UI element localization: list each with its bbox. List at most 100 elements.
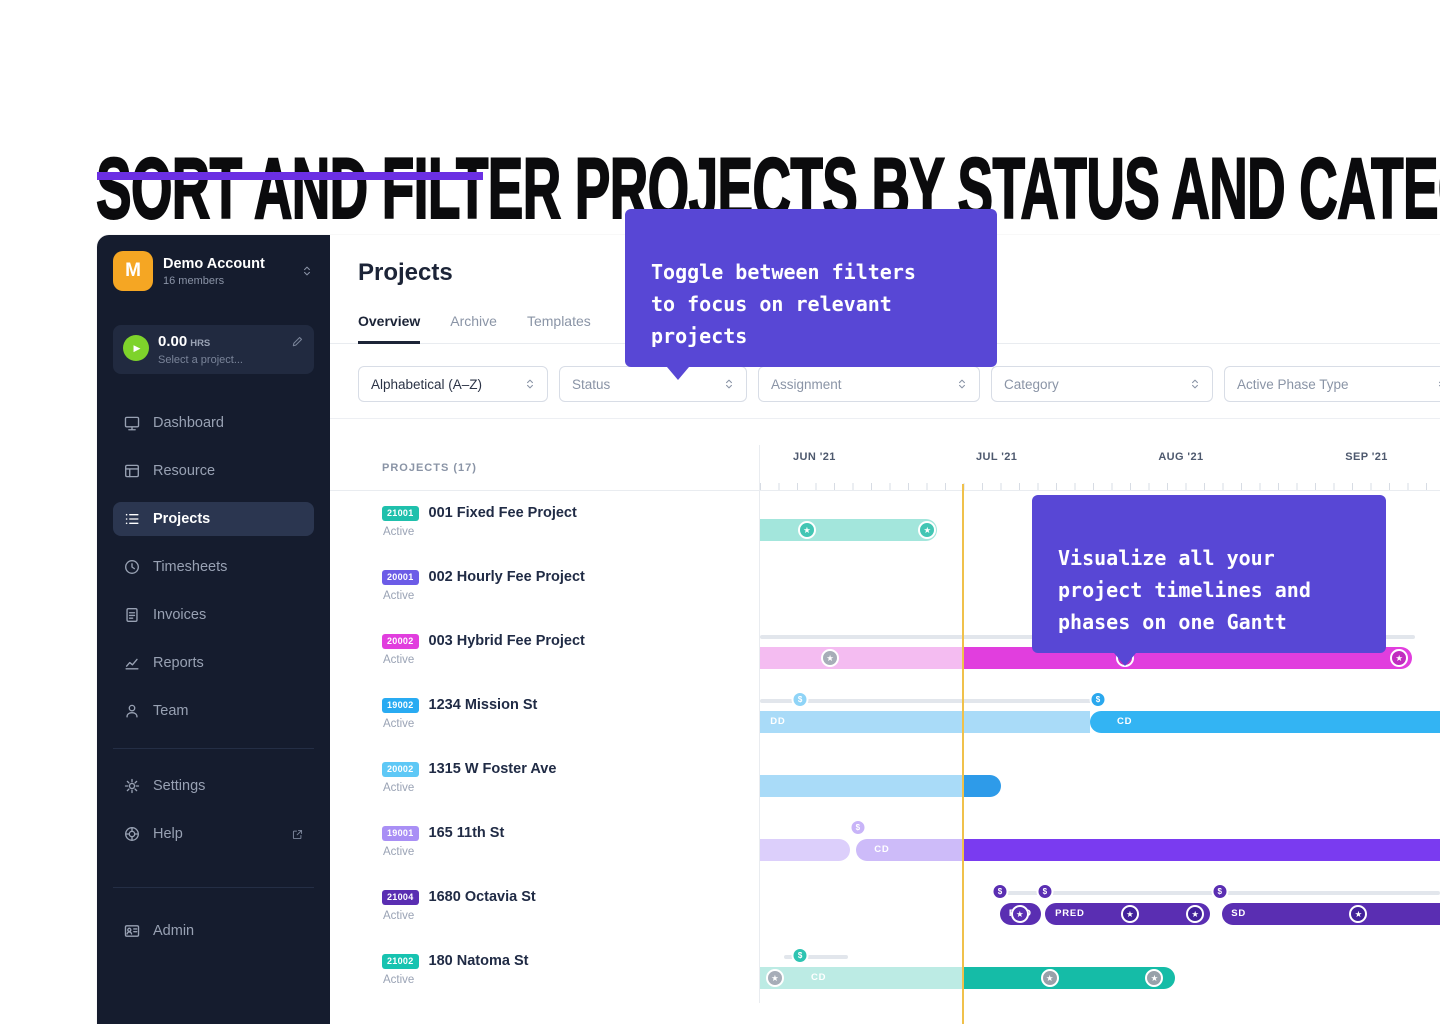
edit-icon[interactable] [290, 335, 304, 349]
headline-underline [97, 172, 483, 180]
filter-active-phase-type[interactable]: Active Phase Type [1224, 366, 1440, 402]
nav-label: Dashboard [153, 415, 224, 431]
tab-templates[interactable]: Templates [526, 313, 591, 329]
gantt-bar[interactable] [961, 839, 1440, 861]
project-name: 003 Hybrid Fee Project [428, 633, 585, 649]
nav-label: Resource [153, 463, 216, 479]
sidebar-item-help[interactable]: Help [113, 817, 314, 851]
tab-overview[interactable]: Overview [358, 313, 421, 344]
dashboard-icon [123, 414, 141, 432]
gantt-bar[interactable] [1221, 903, 1440, 925]
sidebar-item-resource[interactable]: Resource [113, 454, 314, 488]
gantt-bar[interactable] [760, 775, 964, 797]
star-icon: ★ [923, 524, 932, 535]
star-badge[interactable]: ★ [1120, 905, 1139, 923]
gantt-bar[interactable] [760, 519, 937, 541]
star-badge[interactable]: ★ [1390, 649, 1409, 667]
milestone-badge[interactable]: $ [1089, 691, 1107, 708]
sidebar-item-invoices[interactable]: Invoices [113, 598, 314, 632]
page-title: Projects [358, 259, 453, 286]
gantt-bar[interactable] [760, 839, 850, 861]
milestone-badge[interactable]: $ [1211, 883, 1229, 900]
gantt-bar[interactable] [1089, 711, 1440, 733]
timesheets-icon [123, 558, 141, 576]
nav-label: Settings [153, 778, 206, 794]
sidebar-item-admin[interactable]: Admin [113, 914, 314, 948]
star-badge[interactable]: ★ [1145, 969, 1164, 987]
filter-alphabetical-a-z[interactable]: Alphabetical (A–Z) [358, 366, 548, 402]
sidebar-nav-secondary: Settings Help [113, 769, 314, 851]
star-badge[interactable]: ★ [1349, 905, 1368, 923]
sidebar-divider [113, 748, 314, 749]
project-list-item[interactable]: 20001 002 Hourly Fee Project Active [330, 555, 759, 619]
filter-category[interactable]: Category [991, 366, 1213, 402]
gantt-row [760, 747, 1440, 811]
reports-icon [123, 654, 141, 672]
star-badge[interactable]: ★ [1186, 905, 1205, 923]
project-list-item[interactable]: 20002 003 Hybrid Fee Project Active [330, 619, 759, 683]
tooltip-text: Visualize all your project timelines and… [1058, 546, 1311, 634]
project-list-item[interactable]: 19002 1234 Mission St Active [330, 683, 759, 747]
project-list-item[interactable]: 21001 001 Fixed Fee Project Active [330, 491, 759, 555]
project-list-item[interactable]: 21004 1680 Octavia St Active [330, 875, 759, 939]
filter-value: Assignment [771, 376, 842, 392]
project-code-badge: 21001 [382, 505, 419, 521]
milestone-badge[interactable]: $ [991, 883, 1009, 900]
account-switcher[interactable]: M Demo Account 16 members [113, 251, 314, 291]
star-badge[interactable]: ★ [1010, 905, 1029, 923]
sidebar-item-dashboard[interactable]: Dashboard [113, 406, 314, 440]
timer-card[interactable]: ▶ 0.00 HRS Select a project... [113, 325, 314, 374]
milestone-badge[interactable]: $ [1036, 883, 1054, 900]
project-list-item[interactable]: 19001 165 11th St Active [330, 811, 759, 875]
gantt-bar[interactable] [961, 967, 1175, 989]
filter-assignment[interactable]: Assignment [758, 366, 980, 402]
gantt-row: $$$PROPREDSD★★★★ [760, 875, 1440, 939]
star-badge[interactable]: ★ [765, 969, 784, 987]
project-name: 180 Natoma St [428, 953, 529, 969]
project-status: Active [383, 526, 415, 538]
sidebar-item-settings[interactable]: Settings [113, 769, 314, 803]
gantt-bar[interactable] [760, 647, 962, 669]
tab-archive[interactable]: Archive [450, 313, 497, 329]
nav-label: Invoices [153, 607, 207, 623]
play-icon[interactable]: ▶ [123, 335, 149, 361]
milestone-badge[interactable]: $ [849, 819, 867, 836]
sidebar-nav-main: Dashboard Resource Projects Timesheets Invoi… [113, 406, 314, 728]
month-label: AUG '21 [1158, 451, 1204, 463]
gantt-bar[interactable] [760, 711, 1090, 733]
star-badge[interactable]: ★ [1040, 969, 1059, 987]
sidebar-item-reports[interactable]: Reports [113, 646, 314, 680]
milestone-badge[interactable]: $ [791, 947, 809, 964]
projects-count-header: PROJECTS (17) [330, 445, 759, 491]
today-marker-line [961, 484, 964, 1024]
sidebar-item-team[interactable]: Team [113, 694, 314, 728]
star-icon: ★ [1150, 972, 1159, 983]
star-badge[interactable]: ★ [918, 521, 937, 539]
gantt-bar[interactable] [760, 967, 962, 989]
timer-hours: 0.00 [158, 333, 188, 350]
filter-value: Alphabetical (A–Z) [371, 376, 483, 392]
project-list-item[interactable]: 21002 180 Natoma St Active [330, 939, 759, 1003]
project-status: Active [383, 846, 415, 858]
chevron-sort-icon [1188, 377, 1202, 391]
filter-value: Category [1004, 376, 1059, 392]
project-status: Active [383, 782, 415, 794]
resource-icon [123, 462, 141, 480]
invoices-icon [123, 606, 141, 624]
gantt-bar[interactable] [964, 775, 1001, 797]
milestone-badge[interactable]: $ [791, 691, 809, 708]
sidebar-divider [113, 887, 314, 888]
filter-status[interactable]: Status [559, 366, 747, 402]
tooltip-gantt-callout: Visualize all your project timelines and… [1032, 495, 1386, 666]
nav-label: Timesheets [153, 559, 228, 575]
sidebar-item-projects[interactable]: Projects [113, 502, 314, 536]
star-badge[interactable]: ★ [821, 649, 840, 667]
gantt-bar[interactable] [855, 839, 962, 861]
star-badge[interactable]: ★ [797, 521, 816, 539]
settings-icon [123, 777, 141, 795]
chevron-sort-icon [300, 264, 314, 278]
project-code-badge: 20002 [382, 761, 419, 777]
sidebar-item-timesheets[interactable]: Timesheets [113, 550, 314, 584]
chevron-sort-icon [955, 377, 969, 391]
project-list-item[interactable]: 20002 1315 W Foster Ave Active [330, 747, 759, 811]
